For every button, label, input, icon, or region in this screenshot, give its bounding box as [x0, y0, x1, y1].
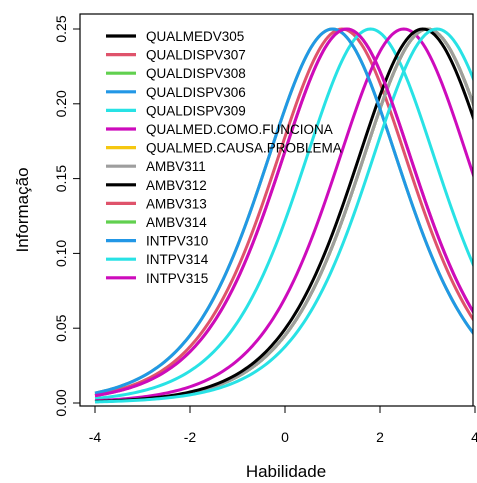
- y-tick-label: 0.15: [53, 165, 69, 192]
- legend-label: QUALMED.COMO.FUNCIONA: [146, 122, 333, 137]
- y-tick-label: 0.20: [53, 90, 69, 117]
- y-tick-label: 0.05: [53, 314, 69, 341]
- x-tick-label: 0: [281, 429, 289, 445]
- legend-label: AMBV314: [146, 215, 207, 230]
- x-tick-label: -2: [184, 429, 197, 445]
- legend-label: AMBV312: [146, 178, 207, 193]
- legend-label: QUALMED.CAUSA.PROBLEMA: [146, 141, 342, 156]
- legend-label: QUALDISPV306: [146, 85, 246, 100]
- x-tick-label: 2: [376, 429, 384, 445]
- legend-label: QUALMEDV305: [146, 29, 244, 44]
- legend-label: QUALDISPV307: [146, 48, 246, 63]
- y-axis: 0.00 0.05 0.10 0.15 0.20 0.25: [53, 15, 81, 417]
- series-line-13: [94, 27, 473, 404]
- x-tick-label: -4: [89, 429, 102, 445]
- series-line-2: [94, 27, 473, 397]
- legend-label: INTPV310: [146, 234, 208, 249]
- series-lines: [94, 27, 473, 404]
- y-axis-title: Informação: [13, 167, 32, 252]
- y-tick-label: 0.00: [53, 389, 69, 416]
- series-line-14: [94, 27, 473, 398]
- x-axis-title: Habilidade: [246, 462, 326, 481]
- legend-label: INTPV314: [146, 252, 209, 267]
- legend-label: INTPV315: [146, 271, 208, 286]
- x-axis: -4 -2 0 2 4: [89, 405, 477, 445]
- legend-label: QUALDISPV308: [146, 66, 246, 81]
- legend: QUALMEDV305 QUALDISPV307 QUALDISPV308 QUALD…: [106, 29, 342, 286]
- x-tick-label: 4: [471, 429, 477, 445]
- y-tick-label: 0.10: [53, 240, 69, 267]
- series-line-5: [94, 27, 473, 400]
- y-tick-label: 0.25: [53, 15, 69, 42]
- legend-label: QUALDISPV309: [146, 103, 246, 118]
- legend-label: AMBV313: [146, 196, 207, 211]
- series-line-12: [94, 27, 473, 395]
- series-line-6: [94, 27, 473, 403]
- legend-label: AMBV311: [146, 159, 206, 174]
